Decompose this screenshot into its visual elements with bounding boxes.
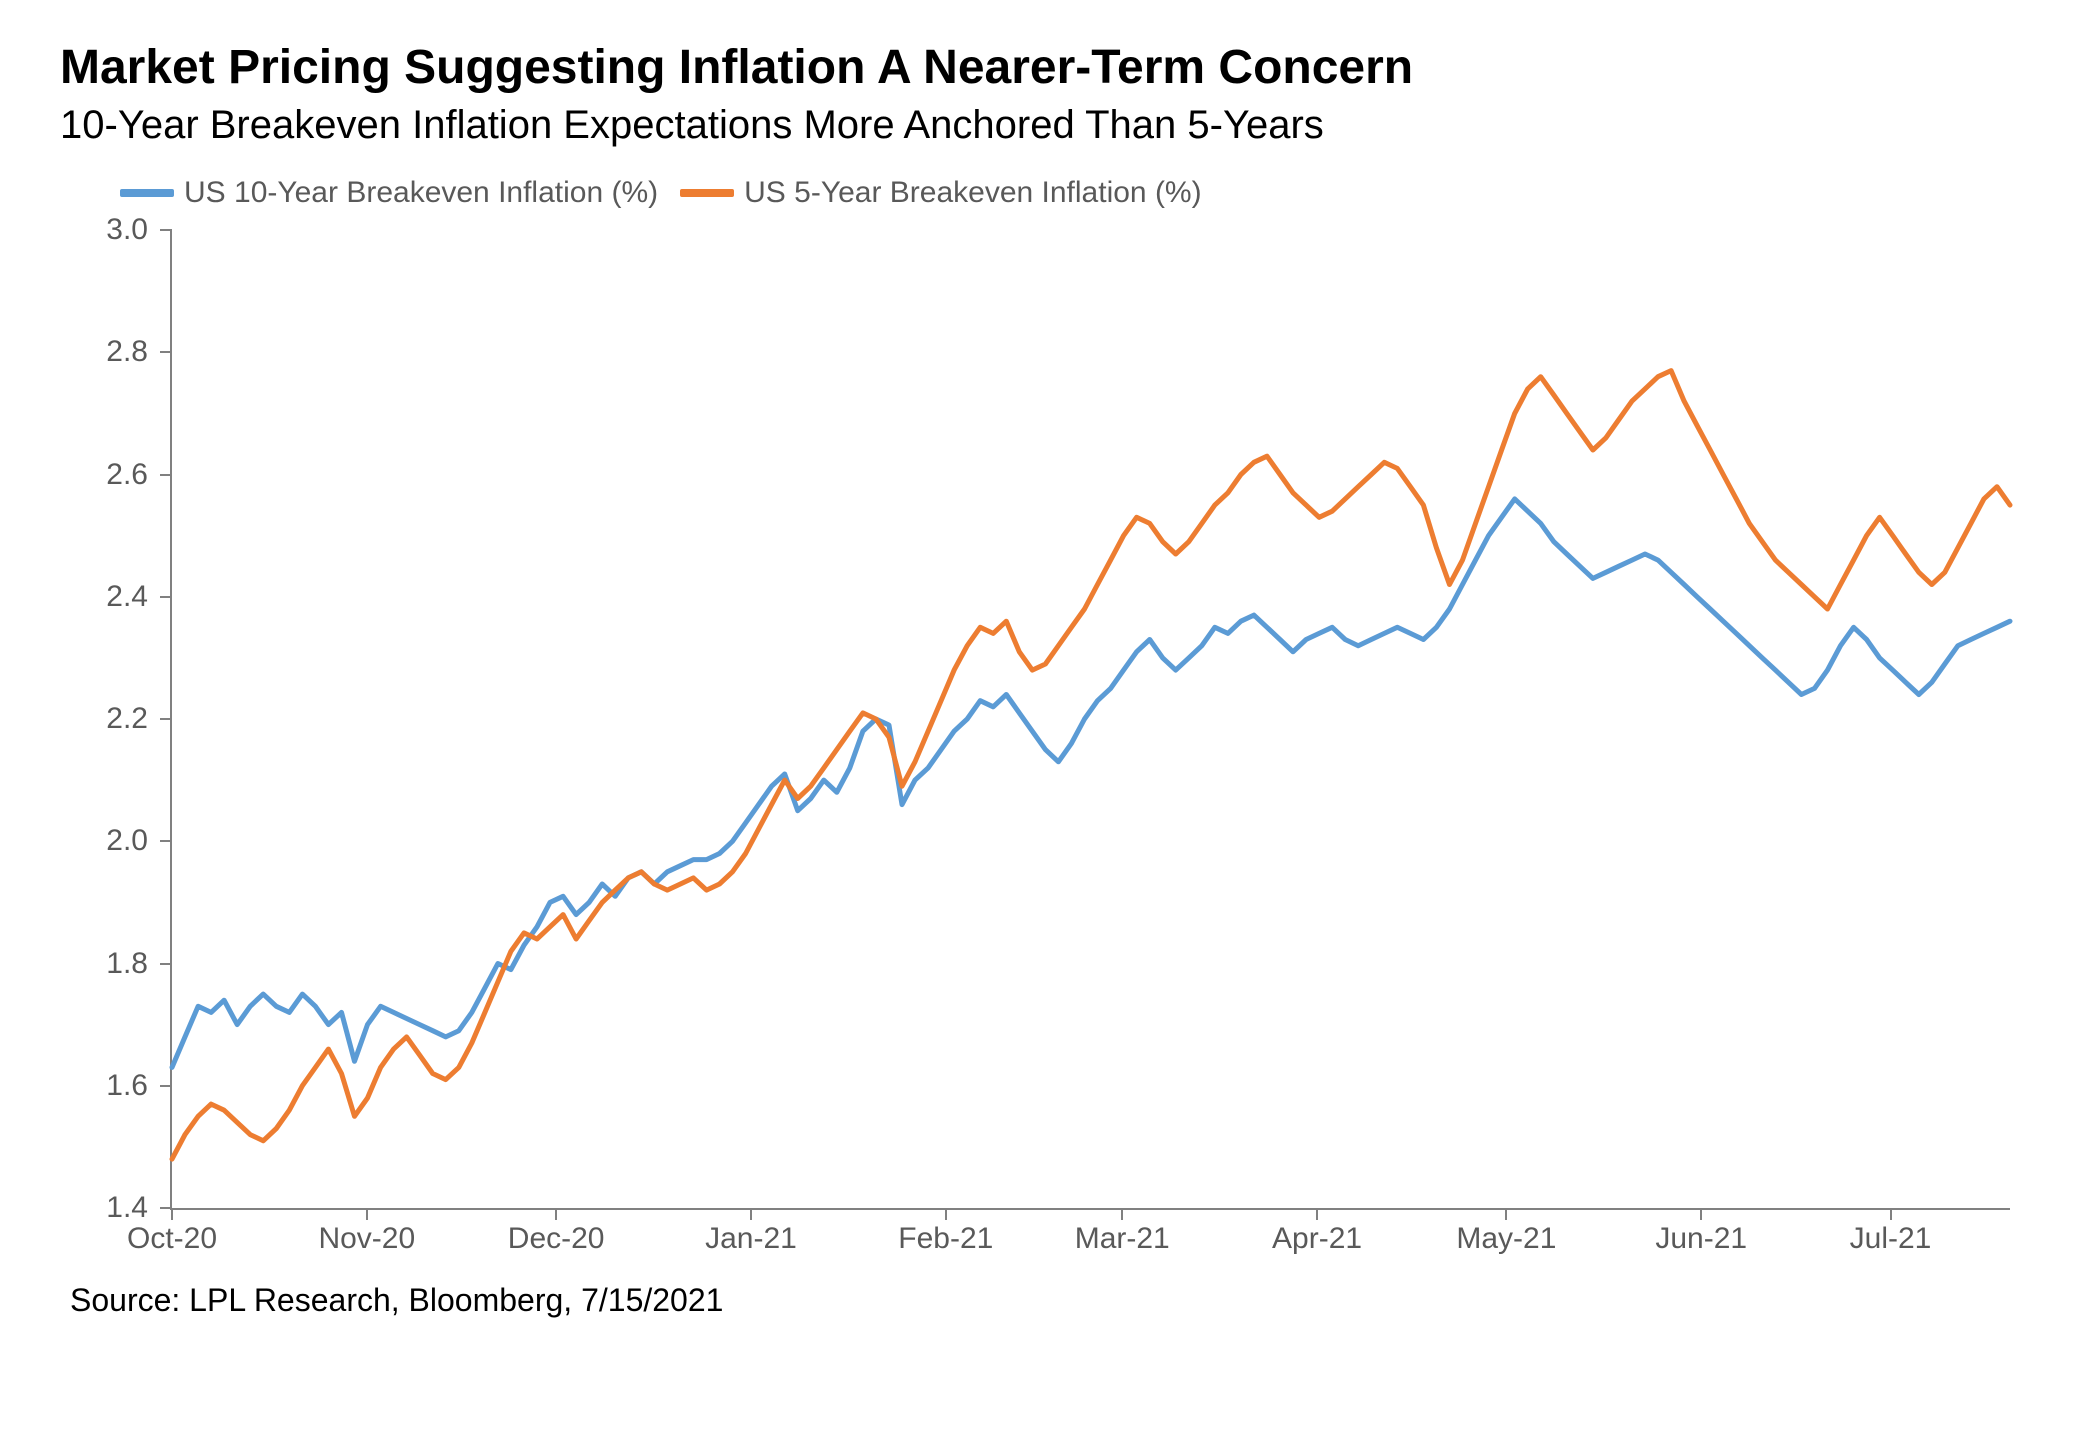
x-tick-label: Dec-20 <box>508 1222 605 1256</box>
x-tick-label: Oct-20 <box>127 1222 217 1256</box>
legend-item-5yr: US 5-Year Breakeven Inflation (%) <box>680 176 1201 210</box>
y-tick-label: 2.2 <box>48 702 148 736</box>
chart-lines <box>172 230 2010 1208</box>
x-tick-label: Apr-21 <box>1272 1222 1362 1256</box>
x-tick-mark <box>555 1208 557 1220</box>
x-tick-label: Feb-21 <box>898 1222 993 1256</box>
y-tick-label: 1.6 <box>48 1069 148 1103</box>
x-tick-mark <box>1121 1208 1123 1220</box>
y-tick-mark <box>160 718 172 720</box>
legend-label-10yr: US 10-Year Breakeven Inflation (%) <box>184 176 658 210</box>
y-tick-mark <box>160 351 172 353</box>
x-tick-mark <box>366 1208 368 1220</box>
y-tick-mark <box>160 229 172 231</box>
y-tick-label: 2.6 <box>48 458 148 492</box>
x-tick-label: May-21 <box>1456 1222 1556 1256</box>
x-tick-mark <box>171 1208 173 1220</box>
y-tick-mark <box>160 963 172 965</box>
x-tick-label: Jun-21 <box>1655 1222 1747 1256</box>
y-tick-label: 3.0 <box>48 213 148 247</box>
chart-title: Market Pricing Suggesting Inflation A Ne… <box>60 40 2040 95</box>
y-tick-label: 1.4 <box>48 1191 148 1225</box>
chart-legend: US 10-Year Breakeven Inflation (%) US 5-… <box>120 176 2040 210</box>
y-axis: 1.41.61.82.02.22.42.62.83.0 <box>60 230 160 1210</box>
x-tick-mark <box>1316 1208 1318 1220</box>
x-tick-label: Nov-20 <box>318 1222 415 1256</box>
x-tick-mark <box>750 1208 752 1220</box>
y-tick-mark <box>160 596 172 598</box>
legend-swatch-10yr <box>120 189 174 197</box>
chart-subtitle: 10-Year Breakeven Inflation Expectations… <box>60 103 2040 148</box>
y-tick-label: 2.0 <box>48 824 148 858</box>
series-line <box>172 371 2010 1160</box>
x-tick-label: Jan-21 <box>705 1222 797 1256</box>
y-tick-mark <box>160 1085 172 1087</box>
x-tick-mark <box>1700 1208 1702 1220</box>
y-tick-label: 2.8 <box>48 335 148 369</box>
y-tick-label: 1.8 <box>48 947 148 981</box>
chart-source: Source: LPL Research, Bloomberg, 7/15/20… <box>70 1282 2040 1319</box>
legend-label-5yr: US 5-Year Breakeven Inflation (%) <box>744 176 1201 210</box>
x-tick-mark <box>945 1208 947 1220</box>
plot-area: Oct-20Nov-20Dec-20Jan-21Feb-21Mar-21Apr-… <box>170 230 2010 1210</box>
y-tick-mark <box>160 474 172 476</box>
legend-item-10yr: US 10-Year Breakeven Inflation (%) <box>120 176 658 210</box>
x-tick-label: Mar-21 <box>1075 1222 1170 1256</box>
x-tick-mark <box>1890 1208 1892 1220</box>
y-tick-mark <box>160 840 172 842</box>
series-line <box>172 499 2010 1068</box>
y-tick-label: 2.4 <box>48 580 148 614</box>
x-tick-label: Jul-21 <box>1850 1222 1932 1256</box>
legend-swatch-5yr <box>680 189 734 197</box>
x-tick-mark <box>1505 1208 1507 1220</box>
chart-area: 1.41.61.82.02.22.42.62.83.0 Oct-20Nov-20… <box>60 230 2020 1270</box>
